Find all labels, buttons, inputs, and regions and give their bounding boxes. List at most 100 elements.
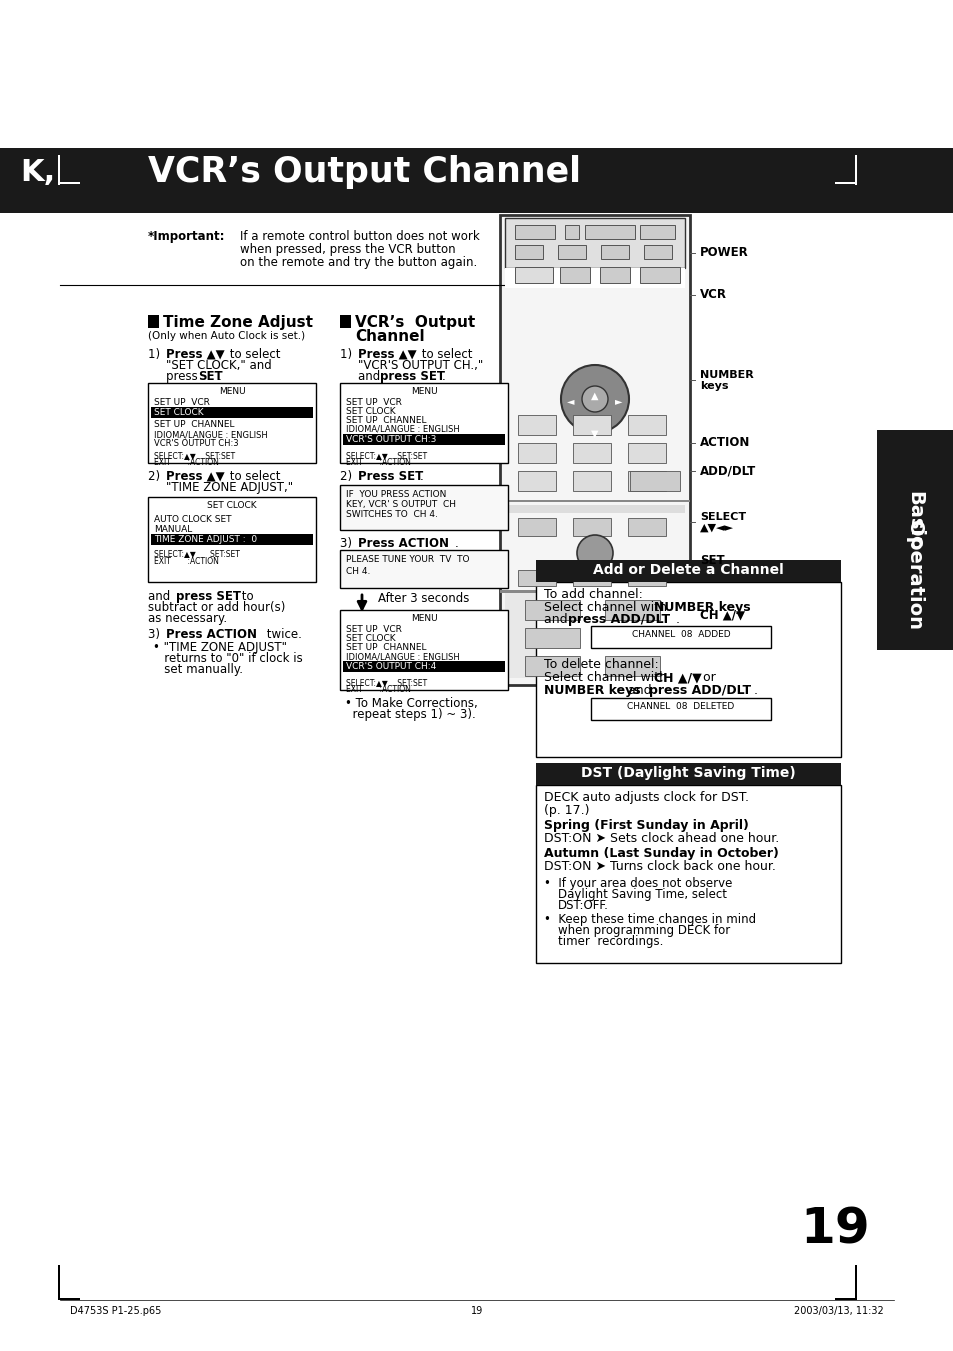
Text: SET UP  VCR: SET UP VCR [346, 399, 401, 407]
Text: K,: K, [20, 158, 55, 186]
Text: "TIME ZONE ADJUST,": "TIME ZONE ADJUST," [166, 481, 293, 494]
Text: TIME ZONE ADJUST :  0: TIME ZONE ADJUST : 0 [153, 535, 257, 544]
Text: .: . [419, 470, 423, 484]
Text: VCR'S OUTPUT CH:3: VCR'S OUTPUT CH:3 [346, 435, 436, 444]
Bar [834, 182, 856, 184]
Text: press SET: press SET [175, 590, 241, 603]
Text: 1): 1) [148, 349, 168, 361]
Text: ▼: ▼ [591, 430, 598, 439]
Bar [536, 763, 841, 785]
Bar [343, 434, 504, 444]
Bar [0, 149, 953, 213]
Text: Press SET: Press SET [357, 470, 423, 484]
Text: (Only when Auto Clock is set.): (Only when Auto Clock is set.) [148, 331, 305, 340]
Text: (p. 17.): (p. 17.) [543, 804, 589, 817]
Bar [558, 245, 585, 259]
Bar [148, 315, 159, 328]
Bar [604, 600, 659, 620]
Text: ACTION: ACTION [700, 436, 750, 450]
Text: ►: ► [615, 396, 622, 407]
Text: Press ▲▼: Press ▲▼ [166, 470, 224, 484]
Text: DST (Daylight Saving Time): DST (Daylight Saving Time) [580, 766, 795, 780]
Text: MANUAL: MANUAL [153, 526, 193, 534]
Text: IDIOMA/LANGUE : ENGLISH: IDIOMA/LANGUE : ENGLISH [346, 653, 459, 661]
Text: Press ACTION: Press ACTION [166, 628, 256, 640]
Bar [339, 315, 351, 328]
Bar [627, 415, 665, 435]
Text: SET CLOCK: SET CLOCK [346, 634, 395, 643]
Text: NUMBER keys: NUMBER keys [654, 601, 750, 613]
Text: ▲▼◄►: ▲▼◄► [700, 523, 733, 534]
Text: Press ACTION: Press ACTION [357, 536, 449, 550]
Bar [573, 415, 610, 435]
Bar [58, 182, 80, 184]
Text: If a remote control button does not work: If a remote control button does not work [240, 230, 479, 243]
Text: IDIOMA/LANGUE : ENGLISH: IDIOMA/LANGUE : ENGLISH [153, 430, 268, 439]
Bar [148, 497, 315, 582]
Text: and: and [357, 370, 384, 382]
Text: SELECT:▲▼    SET:SET: SELECT:▲▼ SET:SET [153, 451, 234, 459]
Text: 2003/03/13, 11:32: 2003/03/13, 11:32 [794, 1306, 883, 1316]
Text: Basic: Basic [904, 492, 923, 549]
Text: DST:ON ➤ Sets clock ahead one hour.: DST:ON ➤ Sets clock ahead one hour. [543, 832, 779, 844]
Bar [504, 267, 684, 288]
Circle shape [560, 365, 628, 434]
Bar [627, 443, 665, 463]
Bar [504, 593, 684, 678]
Text: SELECT:▲▼    SET:SET: SELECT:▲▼ SET:SET [346, 451, 427, 459]
Bar [524, 600, 579, 620]
Text: SET UP  VCR: SET UP VCR [153, 399, 210, 407]
Text: 3): 3) [148, 628, 164, 640]
Text: CH ▲/▼: CH ▲/▼ [654, 671, 701, 684]
Text: to select: to select [226, 349, 280, 361]
Text: NUMBER: NUMBER [700, 370, 753, 380]
Bar [339, 382, 507, 463]
Text: SWITCHES TO  CH 4.: SWITCHES TO CH 4. [346, 509, 437, 519]
Bar [499, 590, 689, 593]
Text: twice.: twice. [263, 628, 301, 640]
Bar [643, 245, 671, 259]
Text: MENU: MENU [218, 386, 245, 396]
Bar [536, 561, 841, 582]
Text: .: . [676, 613, 679, 626]
Bar [339, 611, 507, 690]
Text: press: press [166, 370, 201, 382]
Bar [58, 1298, 80, 1300]
Text: PLEASE TUNE YOUR  TV  TO: PLEASE TUNE YOUR TV TO [346, 555, 469, 563]
Text: to select: to select [417, 349, 472, 361]
Text: ▲: ▲ [591, 390, 598, 401]
Text: EXIT       :ACTION: EXIT :ACTION [153, 557, 218, 566]
Text: CHANNEL  08  DELETED: CHANNEL 08 DELETED [627, 703, 734, 711]
Text: VCR’s  Output: VCR’s Output [355, 315, 475, 330]
Text: VCR’s Output Channel: VCR’s Output Channel [148, 155, 580, 189]
Text: EXIT       :ACTION: EXIT :ACTION [153, 458, 218, 467]
Bar [600, 245, 628, 259]
Bar [517, 415, 556, 435]
Text: Select channel with: Select channel with [543, 601, 670, 613]
Text: 2): 2) [339, 470, 355, 484]
Bar [559, 267, 589, 282]
Text: Select channel with: Select channel with [543, 671, 670, 684]
Bar [854, 1265, 856, 1300]
Bar [599, 267, 629, 282]
Bar [564, 226, 578, 239]
Text: 19: 19 [471, 1306, 482, 1316]
Bar [499, 500, 689, 503]
Text: and: and [623, 684, 655, 697]
Bar [524, 628, 579, 648]
Text: .: . [455, 536, 458, 550]
Bar [627, 570, 665, 586]
Text: set manually.: set manually. [152, 663, 243, 676]
Text: SET UP  VCR: SET UP VCR [346, 626, 401, 634]
Text: VCR'S OUTPUT CH:4: VCR'S OUTPUT CH:4 [346, 662, 436, 671]
Text: •  If your area does not observe: • If your area does not observe [543, 877, 732, 890]
Bar [0, 0, 953, 149]
Text: To delete channel:: To delete channel: [543, 658, 659, 671]
Text: and: and [148, 590, 173, 603]
Text: .: . [218, 370, 221, 382]
Text: Add or Delete a Channel: Add or Delete a Channel [592, 563, 782, 577]
Text: Time Zone Adjust: Time Zone Adjust [163, 315, 313, 330]
Text: as necessary.: as necessary. [148, 612, 227, 626]
Text: CHANNEL  08  ADDED: CHANNEL 08 ADDED [631, 630, 730, 639]
Text: • To Make Corrections,: • To Make Corrections, [345, 697, 477, 711]
